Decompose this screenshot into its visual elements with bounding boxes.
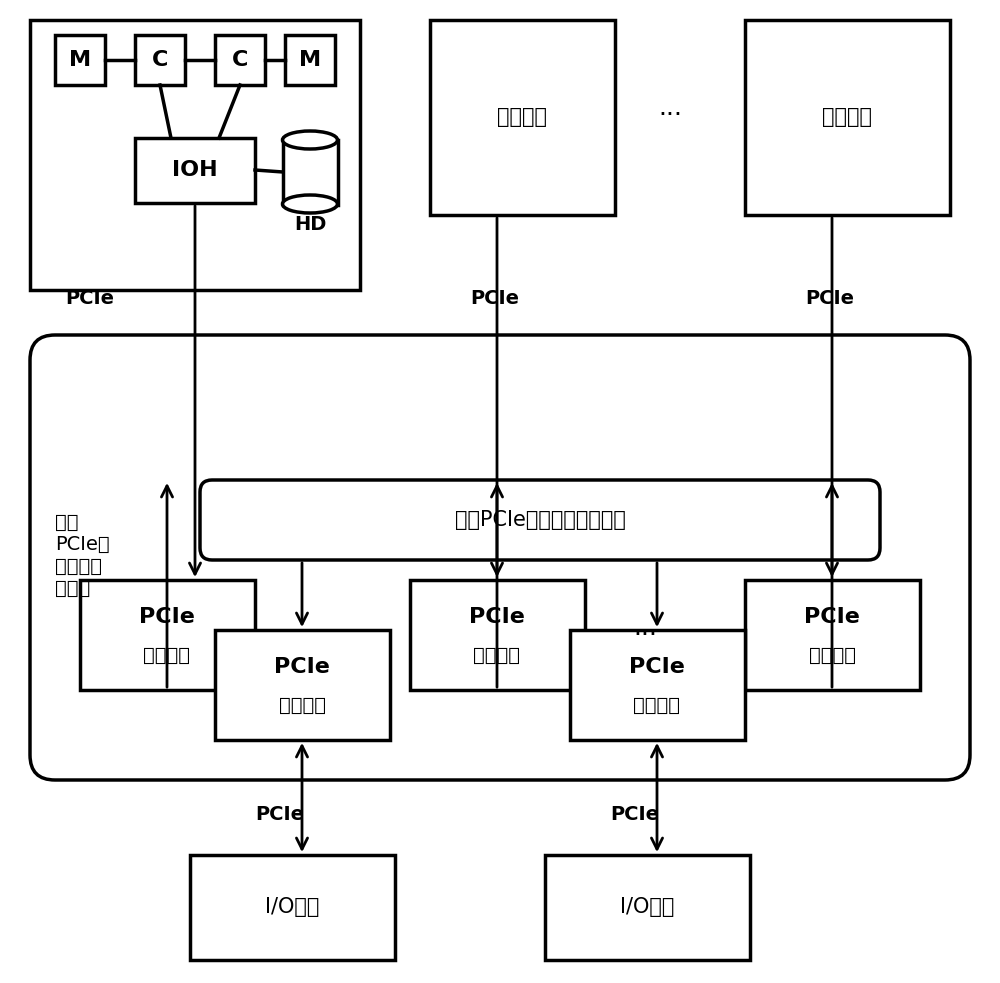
Text: 计算单元: 计算单元: [497, 107, 547, 127]
Text: PCIe: PCIe: [629, 657, 685, 677]
Text: IOH: IOH: [172, 160, 218, 180]
Text: 计算单元: 计算单元: [822, 107, 872, 127]
Text: PCIe: PCIe: [804, 607, 860, 627]
FancyBboxPatch shape: [200, 480, 880, 560]
Bar: [283, 140, 338, 205]
Text: HD: HD: [294, 214, 326, 234]
Text: 网络接口: 网络接口: [144, 646, 190, 665]
Text: C: C: [232, 50, 248, 70]
Text: PCIe: PCIe: [469, 607, 525, 627]
Text: 网络接口: 网络接口: [634, 696, 680, 715]
Text: PCIe: PCIe: [255, 805, 304, 825]
Text: PCIe: PCIe: [470, 288, 519, 308]
Text: ···: ···: [658, 103, 682, 127]
Ellipse shape: [283, 131, 338, 149]
Text: M: M: [69, 50, 91, 70]
Text: ···: ···: [633, 623, 657, 647]
Ellipse shape: [283, 195, 338, 213]
FancyBboxPatch shape: [30, 335, 970, 780]
Text: PCIe: PCIe: [139, 607, 195, 627]
Bar: [80, 580, 255, 690]
Bar: [30, 20, 360, 290]
Bar: [410, 580, 585, 690]
Text: PCIe: PCIe: [610, 805, 659, 825]
Bar: [135, 138, 255, 203]
Bar: [430, 20, 615, 215]
Bar: [190, 855, 395, 960]
Bar: [745, 580, 920, 690]
Text: C: C: [152, 50, 168, 70]
Text: PCIe: PCIe: [65, 288, 114, 308]
Bar: [55, 35, 105, 85]
Text: 基于
PCIe的
融合互连
控制器: 基于 PCIe的 融合互连 控制器: [55, 512, 110, 598]
Bar: [135, 35, 185, 85]
Bar: [215, 630, 390, 740]
Text: 网络接口: 网络接口: [278, 696, 326, 715]
Text: I/O单元: I/O单元: [620, 897, 674, 917]
Bar: [545, 855, 750, 960]
Text: 网络接口: 网络接口: [808, 646, 856, 665]
Text: 网络接口: 网络接口: [474, 646, 520, 665]
Bar: [745, 20, 950, 215]
Text: I/O单元: I/O单元: [265, 897, 319, 917]
Bar: [215, 35, 265, 85]
Bar: [570, 630, 745, 740]
Text: PCIe: PCIe: [274, 657, 330, 677]
Text: 基于PCIe的融合互连交换机: 基于PCIe的融合互连交换机: [455, 510, 625, 530]
Text: M: M: [299, 50, 321, 70]
Bar: [285, 35, 335, 85]
Text: PCIe: PCIe: [805, 288, 854, 308]
